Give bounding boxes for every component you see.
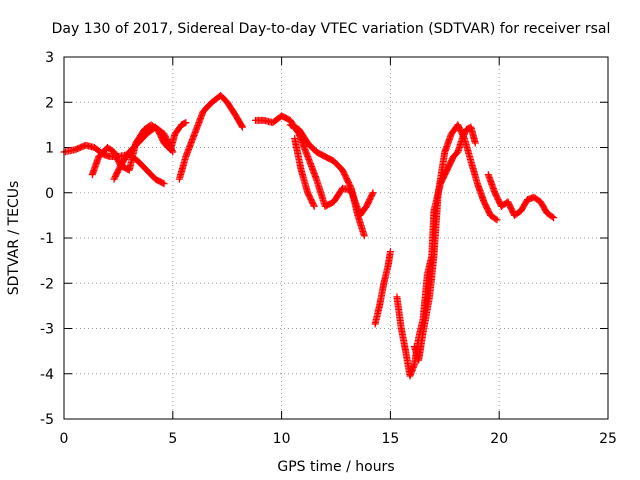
data-point bbox=[169, 148, 177, 156]
data-point bbox=[310, 201, 318, 209]
y-tick-label: -4 bbox=[40, 367, 54, 383]
x-tick-label: 20 bbox=[490, 431, 508, 447]
x-tick-label: 10 bbox=[273, 431, 291, 447]
series-arc-10 bbox=[410, 121, 501, 364]
data-point bbox=[550, 214, 558, 222]
y-tick-label: -5 bbox=[40, 412, 54, 428]
x-axis-label: GPS time / hours bbox=[277, 459, 394, 475]
data-point bbox=[493, 216, 501, 224]
data-point bbox=[492, 215, 500, 223]
series-arc-7 bbox=[291, 134, 318, 210]
data-point bbox=[548, 213, 556, 221]
series-arc-6 bbox=[286, 121, 368, 240]
y-tick-label: -1 bbox=[40, 231, 54, 247]
y-tick-label: 0 bbox=[45, 186, 54, 202]
series-arc-11 bbox=[484, 171, 558, 222]
y-tick-label: -2 bbox=[40, 276, 54, 292]
data-point bbox=[168, 147, 176, 155]
chart-title: Day 130 of 2017, Sidereal Day-to-day VTE… bbox=[52, 21, 611, 37]
y-axis-label: SDTVAR / TECUs bbox=[6, 181, 22, 296]
x-tick-label: 25 bbox=[599, 431, 617, 447]
y-tick-label: 2 bbox=[45, 95, 54, 111]
data-point bbox=[160, 180, 168, 188]
x-tick-label: 0 bbox=[60, 431, 69, 447]
data-point bbox=[159, 179, 167, 187]
x-tick-label: 15 bbox=[381, 431, 399, 447]
data-point bbox=[182, 119, 190, 127]
y-tick-label: 1 bbox=[45, 141, 54, 157]
y-tick-label: -3 bbox=[40, 322, 54, 338]
data-point bbox=[310, 202, 318, 210]
data-point bbox=[386, 248, 394, 256]
data-point bbox=[369, 189, 377, 197]
series-arc-3 bbox=[110, 123, 177, 183]
data-point bbox=[360, 232, 368, 240]
series-arc-8 bbox=[371, 248, 394, 328]
axis-ticks: 0 5 10 15 20 25 -5 -4 -3 -2 -1 0 1 2 3 bbox=[40, 50, 617, 447]
series-arc-4 bbox=[175, 91, 246, 183]
plot-frame bbox=[63, 56, 609, 420]
y-tick-label: 3 bbox=[45, 50, 54, 66]
data-points bbox=[60, 91, 558, 380]
x-tick-label: 5 bbox=[168, 431, 177, 447]
data-point bbox=[238, 123, 246, 131]
data-point bbox=[368, 190, 376, 198]
data-point bbox=[471, 139, 479, 147]
data-point bbox=[238, 122, 246, 130]
